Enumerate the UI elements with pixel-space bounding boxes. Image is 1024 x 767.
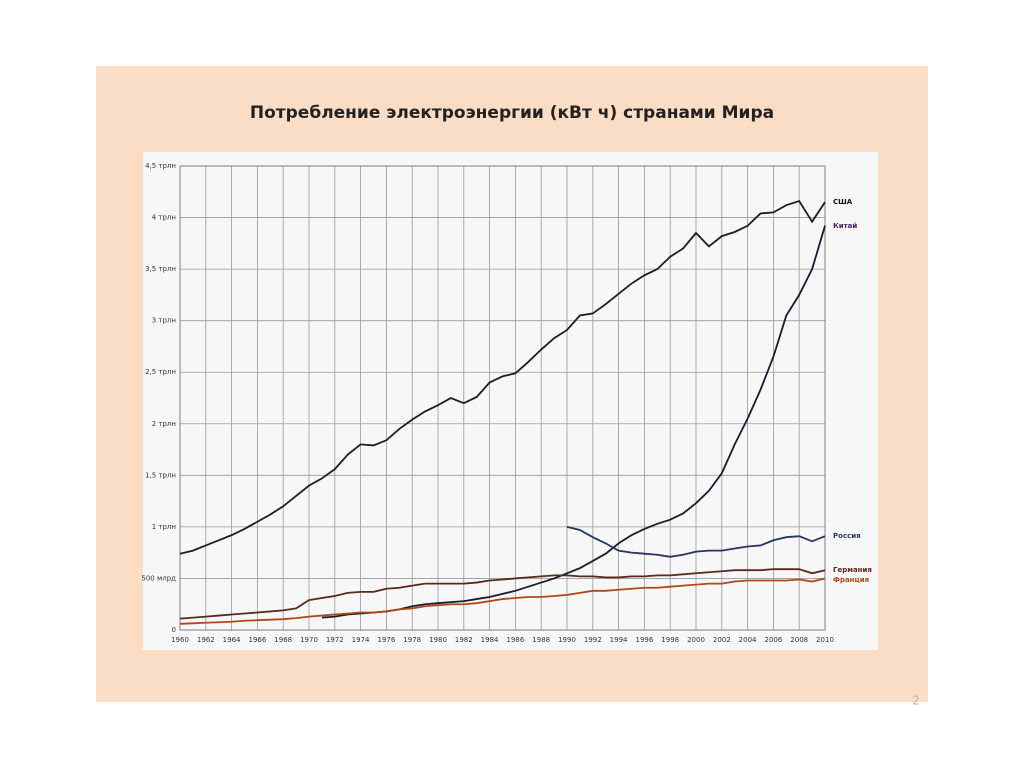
x-tick-label: 1972 xyxy=(326,636,344,644)
y-tick-label: 1 трлн xyxy=(152,523,176,531)
x-tick-label: 2010 xyxy=(816,636,834,644)
series-line xyxy=(566,526,826,558)
x-tick-label: 2004 xyxy=(739,636,757,644)
x-tick-label: 1986 xyxy=(506,636,524,644)
plot-border xyxy=(179,165,826,631)
chart-title: Потребление электроэнергии (кВт ч) стран… xyxy=(250,103,774,123)
x-tick-label: 1962 xyxy=(197,636,215,644)
y-tick-label: 3 трлн xyxy=(152,317,176,325)
x-tick-label: 1984 xyxy=(481,636,499,644)
x-tick-label: 1966 xyxy=(248,636,266,644)
series-line xyxy=(179,199,826,555)
x-tick-label: 1960 xyxy=(171,636,189,644)
x-tick-label: 1968 xyxy=(274,636,292,644)
x-tick-label: 2006 xyxy=(764,636,782,644)
x-tick-label: 2008 xyxy=(790,636,808,644)
legend-label: Германия xyxy=(833,566,872,574)
plot-background xyxy=(143,152,878,650)
x-tick-label: 1998 xyxy=(661,636,679,644)
series-line xyxy=(179,577,826,625)
x-tick-label: 2002 xyxy=(713,636,731,644)
x-tick-label: 1964 xyxy=(223,636,241,644)
page-number: 2 xyxy=(912,694,920,708)
x-tick-label: 1990 xyxy=(558,636,576,644)
x-tick-label: 1988 xyxy=(532,636,550,644)
x-tick-label: 1978 xyxy=(403,636,421,644)
y-tick-label: 3,5 трлн xyxy=(145,265,176,273)
y-tick-label: 500 млрд xyxy=(141,574,176,582)
x-tick-label: 1980 xyxy=(429,636,447,644)
x-tick-label: 1996 xyxy=(635,636,653,644)
series-line xyxy=(179,568,826,620)
legend-label: Китай xyxy=(833,222,857,230)
x-tick-label: 1994 xyxy=(610,636,628,644)
x-tick-label: 1974 xyxy=(352,636,370,644)
legend-label: Франция xyxy=(833,576,869,584)
y-tick-label: 4 трлн xyxy=(152,214,176,222)
x-tick-label: 1970 xyxy=(300,636,318,644)
y-tick-label: 4,5 трлн xyxy=(145,162,176,170)
x-tick-label: 2000 xyxy=(687,636,705,644)
y-tick-label: 0 xyxy=(172,626,176,634)
series-line xyxy=(321,225,826,619)
x-tick-label: 1992 xyxy=(584,636,602,644)
legend-label: Россия xyxy=(833,532,861,540)
legend-label: США xyxy=(833,198,853,206)
y-tick-label: 2,5 трлн xyxy=(145,368,176,376)
x-tick-label: 1982 xyxy=(455,636,473,644)
x-tick-label: 1976 xyxy=(377,636,395,644)
y-tick-label: 1,5 трлн xyxy=(145,471,176,479)
y-tick-label: 2 трлн xyxy=(152,420,176,428)
